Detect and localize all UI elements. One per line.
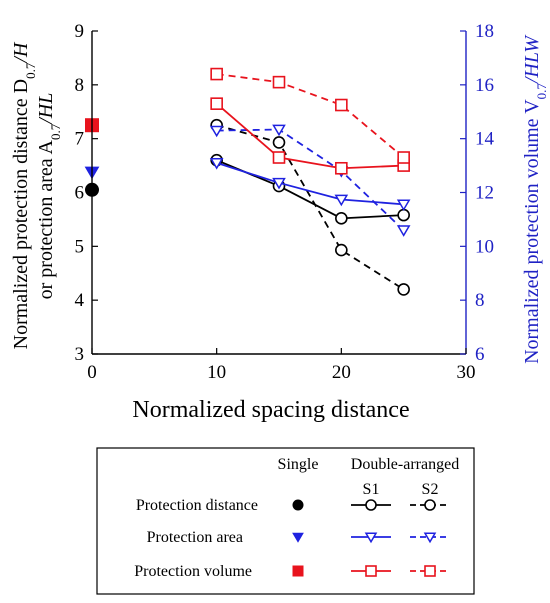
point-volume-s1 bbox=[210, 97, 223, 110]
point-volume-s2 bbox=[335, 98, 348, 112]
point-volume-s2 bbox=[210, 67, 223, 81]
legend-marker-distance-s2 bbox=[424, 499, 436, 511]
line-area-s1 bbox=[216, 162, 404, 206]
point-volume-s1 bbox=[272, 151, 286, 164]
point-area-s2 bbox=[396, 225, 411, 237]
axes: 3 4 5 6 7 8 9 6 8 10 12 14 16 18 0 10 20 30 bbox=[75, 21, 495, 383]
right-tick-label: 8 bbox=[475, 290, 485, 311]
legend-marker-volume-s2 bbox=[424, 565, 436, 577]
point-volume-s2 bbox=[397, 151, 410, 164]
point-distance-s2 bbox=[335, 243, 348, 257]
x-tick-label: 10 bbox=[207, 362, 226, 383]
point-distance-s1 bbox=[397, 208, 410, 222]
legend-label-distance: Protection distance bbox=[136, 497, 258, 514]
point-distance-s2 bbox=[397, 283, 410, 296]
x-axis-title: Normalized spacing distance bbox=[132, 397, 409, 423]
right-tick-label: 6 bbox=[475, 344, 485, 365]
x-tick-label: 20 bbox=[332, 362, 351, 383]
line-distance-s2 bbox=[216, 124, 405, 291]
legend-header-s2: S2 bbox=[422, 481, 439, 498]
legend-marker-area-s1 bbox=[364, 532, 378, 544]
legend-frame bbox=[96, 447, 475, 595]
point-area-s1 bbox=[396, 199, 411, 212]
point-volume-s1 bbox=[335, 161, 348, 175]
x-tick-label: 30 bbox=[457, 362, 476, 383]
legend-marks bbox=[292, 499, 450, 577]
legend-label-area: Protection area bbox=[147, 529, 243, 546]
left-tick-label: 9 bbox=[75, 21, 85, 42]
right-tick-label: 10 bbox=[475, 236, 494, 257]
left-tick-label: 6 bbox=[75, 183, 85, 204]
svg-text:or protection area A0.7/HL: or protection area A0.7/HL bbox=[35, 93, 63, 300]
legend-single-volume bbox=[292, 565, 304, 577]
legend-label-volume: Protection volume bbox=[134, 563, 252, 580]
legend: Single Double-arranged S1 S2 Protection … bbox=[96, 447, 475, 595]
point-volume-s2 bbox=[272, 75, 286, 89]
point-area-s2 bbox=[209, 125, 224, 138]
line-area-s2 bbox=[216, 128, 405, 231]
left-tick-label: 5 bbox=[75, 236, 85, 257]
point-area-s2 bbox=[272, 124, 286, 137]
legend-marker-distance-s1 bbox=[365, 499, 377, 511]
svg-text:Normalized protection distance: Normalized protection distance D0.7/H bbox=[10, 41, 38, 349]
left-axis-title: Normalized protection distance D0.7/H bbox=[10, 41, 38, 349]
left-tick-label: 8 bbox=[75, 75, 85, 96]
left-tick-label: 3 bbox=[75, 344, 85, 365]
left-axis-title-2: or protection area A0.7/HL bbox=[35, 93, 63, 300]
line-distance-s1 bbox=[216, 159, 404, 220]
line-volume-s1 bbox=[216, 102, 404, 170]
legend-header-s1: S1 bbox=[363, 481, 380, 498]
right-tick-label: 14 bbox=[475, 129, 495, 150]
left-axis-title-line2: or protection area A bbox=[35, 139, 57, 299]
plot-area bbox=[84, 67, 411, 296]
point-distance-s1 bbox=[335, 212, 348, 225]
point-distance-s2 bbox=[272, 136, 286, 149]
legend-single-distance bbox=[292, 499, 304, 511]
legend-header-single: Single bbox=[278, 456, 319, 473]
left-tick-label: 7 bbox=[75, 129, 85, 150]
line-volume-s2 bbox=[216, 73, 405, 159]
right-tick-label: 18 bbox=[475, 21, 494, 42]
x-tick-label: 0 bbox=[87, 362, 97, 383]
legend-header-double: Double-arranged bbox=[351, 456, 459, 473]
point-area-s1 bbox=[209, 158, 224, 170]
legend-marker-volume-s1 bbox=[365, 565, 377, 577]
svg-text:Normalized protection volume V: Normalized protection volume V0.7/HLW bbox=[521, 34, 549, 364]
right-tick-label: 12 bbox=[475, 183, 494, 204]
legend-single-area bbox=[292, 532, 304, 543]
point-area-s1 bbox=[272, 177, 286, 190]
right-axis-title: Normalized protection volume V0.7/HLW bbox=[521, 34, 549, 364]
right-tick-label: 16 bbox=[475, 75, 494, 96]
point-area-s1 bbox=[334, 194, 349, 207]
left-axis-title-line1: Normalized protection distance D bbox=[10, 79, 32, 349]
left-tick-label: 4 bbox=[75, 290, 85, 311]
legend-marker-area-s2 bbox=[423, 532, 437, 544]
